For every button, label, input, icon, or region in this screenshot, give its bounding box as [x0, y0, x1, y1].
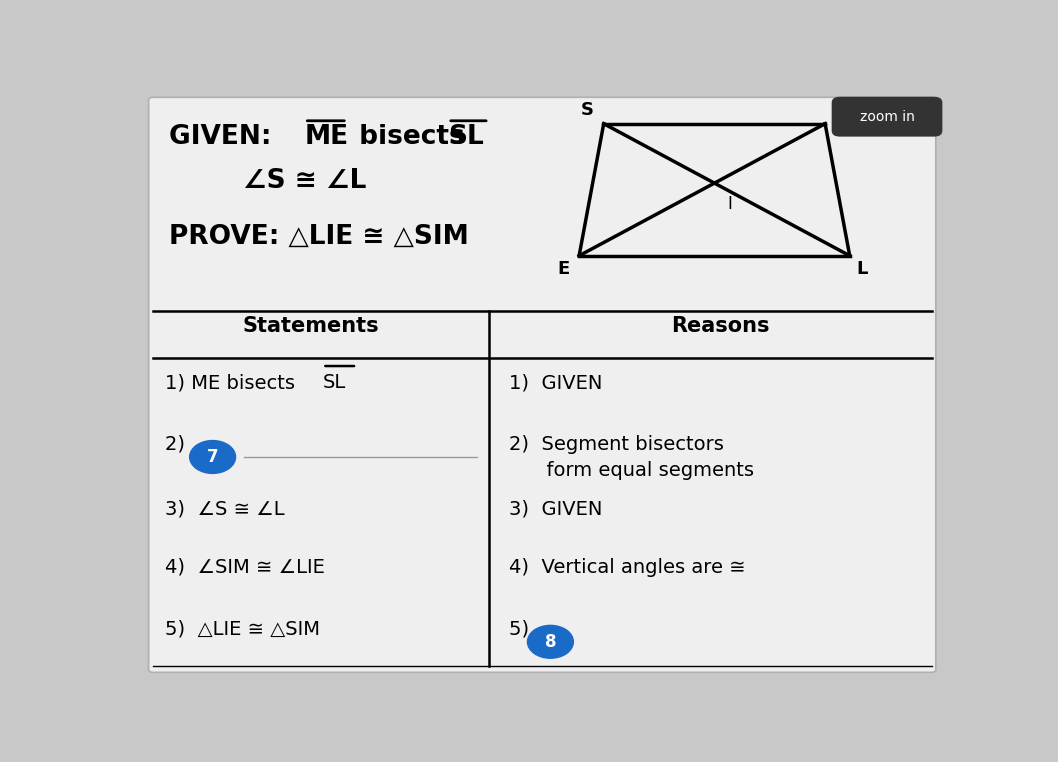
Text: SL: SL — [448, 123, 484, 149]
FancyBboxPatch shape — [148, 98, 936, 672]
Text: ME: ME — [305, 123, 348, 149]
Text: 1) ME bisects: 1) ME bisects — [165, 373, 302, 392]
Text: 8: 8 — [545, 632, 557, 651]
Text: I: I — [728, 195, 732, 213]
Text: PROVE: △LIE ≅ △SIM: PROVE: △LIE ≅ △SIM — [169, 223, 469, 249]
Text: 5): 5) — [510, 620, 535, 639]
Circle shape — [528, 626, 573, 658]
Text: 4)  ∠SIM ≅ ∠LIE: 4) ∠SIM ≅ ∠LIE — [165, 558, 325, 577]
Text: GIVEN:: GIVEN: — [169, 123, 280, 149]
Text: 3)  GIVEN: 3) GIVEN — [510, 499, 603, 518]
Text: zoom in: zoom in — [859, 110, 914, 123]
Text: S: S — [581, 101, 594, 119]
Text: 7: 7 — [206, 448, 218, 466]
Text: 2)  Segment bisectors
      form equal segments: 2) Segment bisectors form equal segments — [510, 434, 754, 480]
Text: E: E — [557, 261, 569, 278]
Text: Reasons: Reasons — [672, 316, 770, 336]
Text: ∠S ≅ ∠L: ∠S ≅ ∠L — [243, 168, 366, 194]
Text: 4)  Vertical angles are ≅: 4) Vertical angles are ≅ — [510, 558, 746, 577]
Text: 5)  △LIE ≅ △SIM: 5) △LIE ≅ △SIM — [165, 620, 321, 639]
Text: Statements: Statements — [242, 316, 379, 336]
Circle shape — [189, 440, 236, 473]
Text: 2): 2) — [165, 434, 191, 453]
Text: M: M — [832, 101, 850, 119]
FancyBboxPatch shape — [832, 97, 943, 136]
Text: bisects: bisects — [349, 123, 473, 149]
Text: L: L — [856, 261, 868, 278]
Text: 3)  ∠S ≅ ∠L: 3) ∠S ≅ ∠L — [165, 499, 285, 518]
Text: 1)  GIVEN: 1) GIVEN — [510, 373, 603, 392]
Text: SL: SL — [323, 373, 346, 392]
